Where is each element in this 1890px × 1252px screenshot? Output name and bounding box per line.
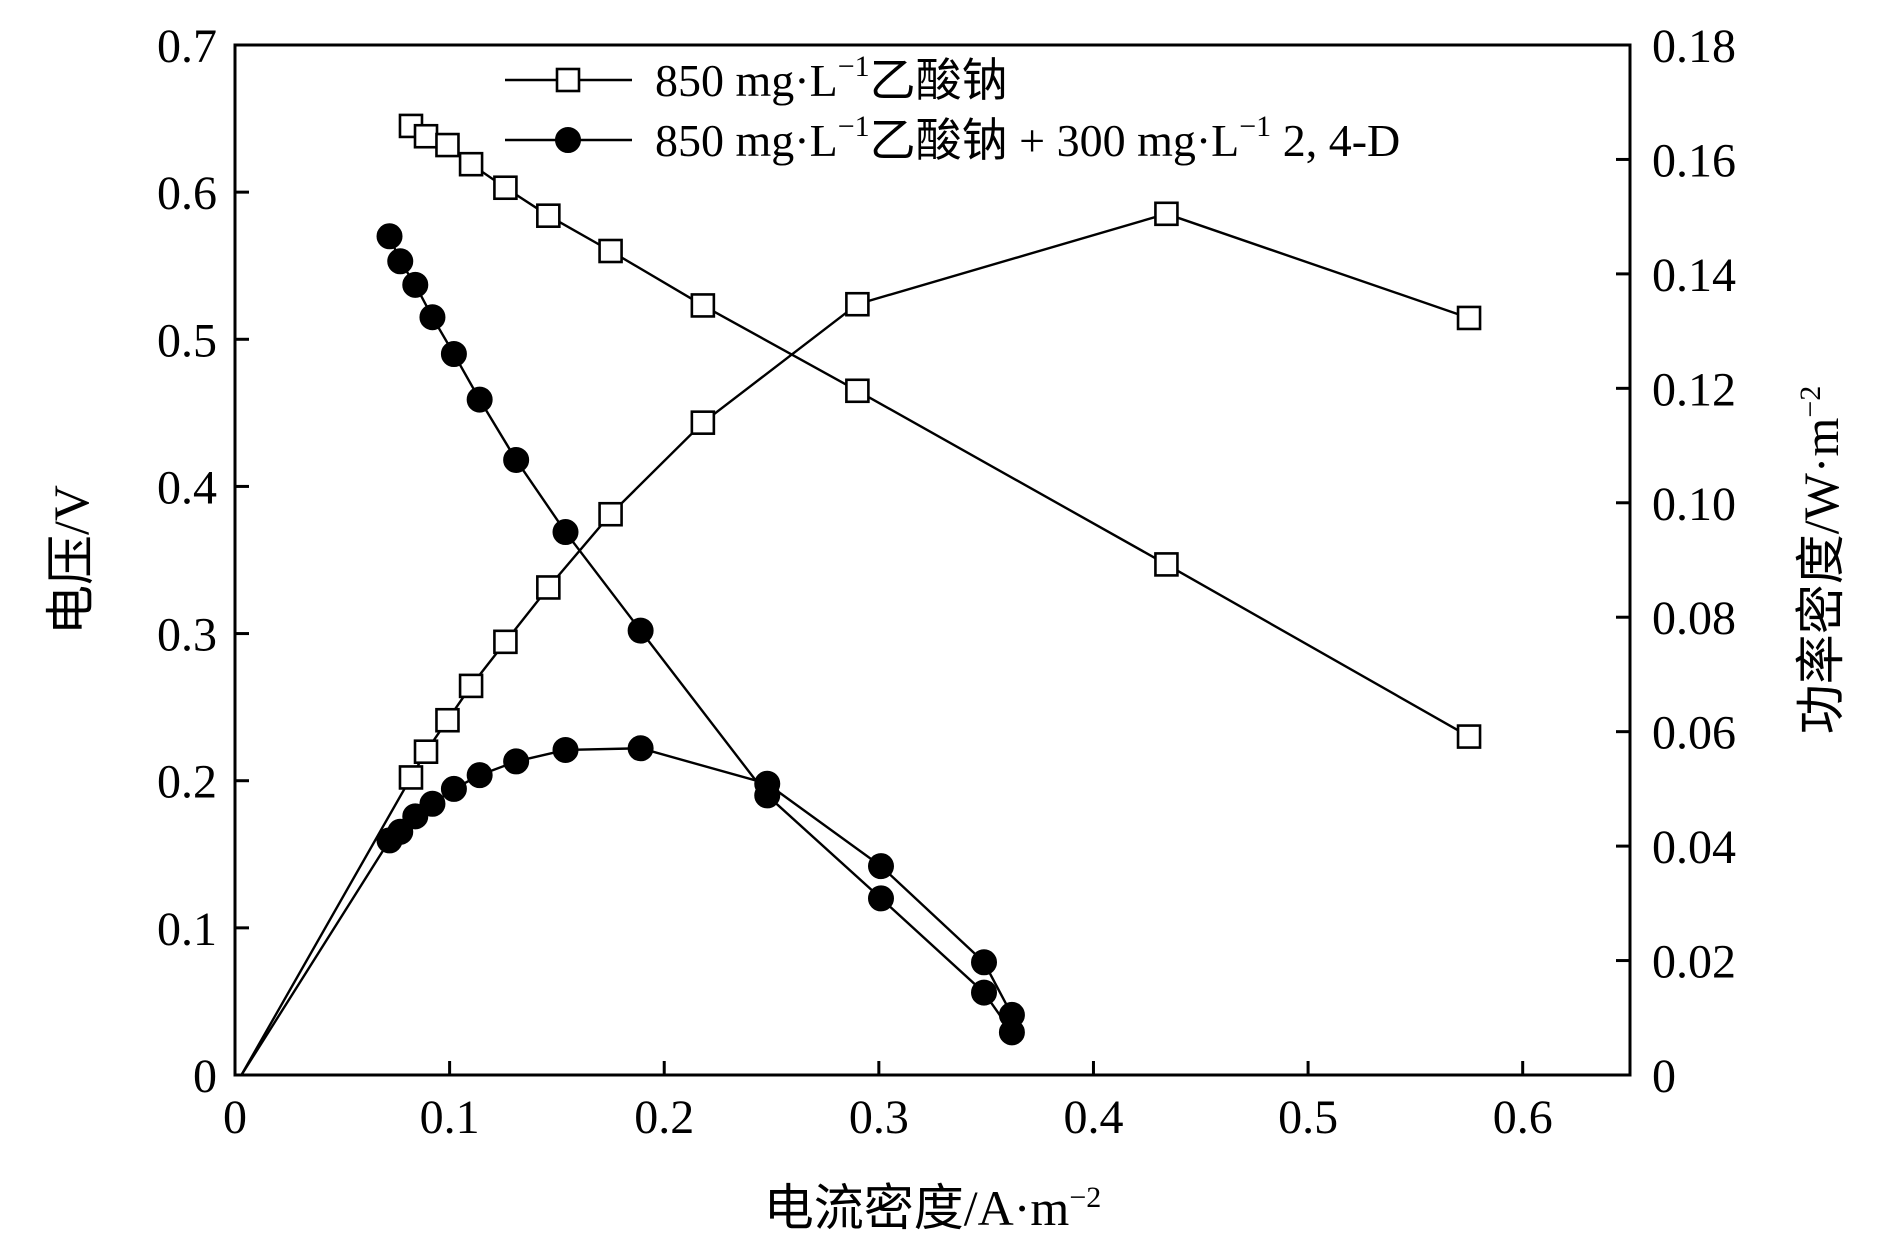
data-point (1154, 552, 1179, 577)
y-left-tick-label: 0.4 (157, 461, 217, 514)
data-point (402, 271, 429, 298)
x-tick-label: 0.2 (634, 1091, 694, 1144)
series-line (388, 235, 1013, 1034)
series-voltage-open-square (398, 113, 1482, 749)
data-point (435, 132, 460, 158)
x-tick-label: 0.4 (1063, 1091, 1123, 1144)
data-point (398, 765, 424, 790)
data-point (1154, 201, 1179, 227)
data-point (1456, 724, 1482, 749)
y-left-tick-label: 0.6 (157, 167, 217, 220)
data-point (754, 770, 781, 797)
legend-label: 850 mg·L−1乙酸钠 + 300 mg·L−1 2, 4-D (655, 110, 1400, 166)
data-point (998, 1001, 1025, 1028)
series-power-filled-circle (240, 735, 1025, 1076)
y-left-tick-label: 0.5 (157, 314, 217, 367)
y-left-tick-label: 0 (193, 1050, 217, 1103)
plot-border (233, 43, 1632, 1077)
data-point (440, 775, 467, 802)
y-right-tick-label: 0.08 (1652, 592, 1736, 645)
data-point (466, 386, 493, 413)
data-point (690, 410, 716, 435)
data-point (536, 575, 561, 600)
data-point (552, 736, 579, 763)
data-point (867, 853, 894, 880)
y-left-tick-label: 0.7 (157, 20, 217, 73)
data-point (627, 735, 654, 762)
y-right-axis-title: 功率密度/W·m−2 (1793, 386, 1849, 735)
data-point (627, 617, 654, 644)
y-right-tick-label: 0.18 (1652, 20, 1736, 73)
data-point (493, 175, 518, 201)
data-point (435, 707, 460, 733)
data-point (503, 748, 530, 775)
data-point (376, 223, 403, 250)
y-right-tick-label: 0.06 (1652, 707, 1736, 760)
data-point (493, 629, 518, 655)
series-layer (240, 113, 1482, 1076)
data-point (387, 248, 414, 275)
data-point (690, 293, 716, 318)
data-point (598, 238, 623, 264)
y-left-axis-title: 电压/V (43, 485, 99, 635)
data-point (845, 291, 870, 317)
y-left-tick-label: 0.3 (157, 609, 217, 662)
legend-entry: 850 mg·L−1乙酸钠 (505, 50, 1008, 106)
x-tick-label: 0.6 (1493, 1091, 1553, 1144)
data-point (971, 949, 998, 976)
legend-marker (555, 127, 581, 153)
data-point (598, 501, 623, 527)
y-right-tick-label: 0.14 (1652, 249, 1736, 302)
y-right-tick-label: 0.16 (1652, 134, 1736, 187)
plot-frame (233, 43, 1632, 1077)
legend-entry: 850 mg·L−1乙酸钠 + 300 mg·L−1 2, 4-D (505, 110, 1400, 166)
legend-marker (555, 67, 581, 93)
y-left-tick-label: 0.2 (157, 756, 217, 809)
y-left-tick-label: 0.1 (157, 903, 217, 956)
series-power-open-square (240, 201, 1482, 1076)
legend-label: 850 mg·L−1乙酸钠 (655, 50, 1008, 106)
y-right-tick-label: 0.10 (1652, 478, 1736, 531)
tick-labels: 0 0.1 0.2 0.3 0.4 0.5 0.6 0 0.1 0.2 0.3 0.4 0.5 0.6 0.… (157, 20, 1736, 1144)
y-right-tick-label: 0.12 (1652, 363, 1736, 416)
x-tick-label: 0.5 (1278, 1091, 1338, 1144)
data-point (466, 762, 493, 789)
data-point (971, 979, 998, 1006)
data-point (458, 151, 484, 177)
data-point (419, 304, 446, 331)
y-right-tick-label: 0.02 (1652, 936, 1736, 989)
series-line (240, 212, 1470, 1076)
x-axis-title: 电流密度/A·m−2 (764, 1180, 1101, 1236)
y-right-tick-label: 0.04 (1652, 821, 1736, 874)
axis-ticks (233, 43, 1630, 1077)
data-point (536, 203, 561, 228)
data-point (503, 446, 530, 473)
x-tick-label: 0.3 (849, 1091, 909, 1144)
y-right-tick-label: 0 (1652, 1050, 1676, 1103)
data-point (440, 341, 467, 367)
series-voltage-filled-circle (376, 223, 1025, 1046)
data-point (413, 123, 439, 149)
x-tick-label: 0 (223, 1091, 247, 1144)
data-point (413, 739, 439, 764)
data-point (552, 519, 579, 546)
data-point (867, 885, 894, 912)
x-tick-label: 0.1 (420, 1091, 480, 1144)
data-point (458, 673, 484, 699)
data-point (845, 378, 870, 404)
data-point (419, 790, 446, 817)
data-point (1456, 305, 1482, 331)
series-line (410, 124, 1470, 738)
